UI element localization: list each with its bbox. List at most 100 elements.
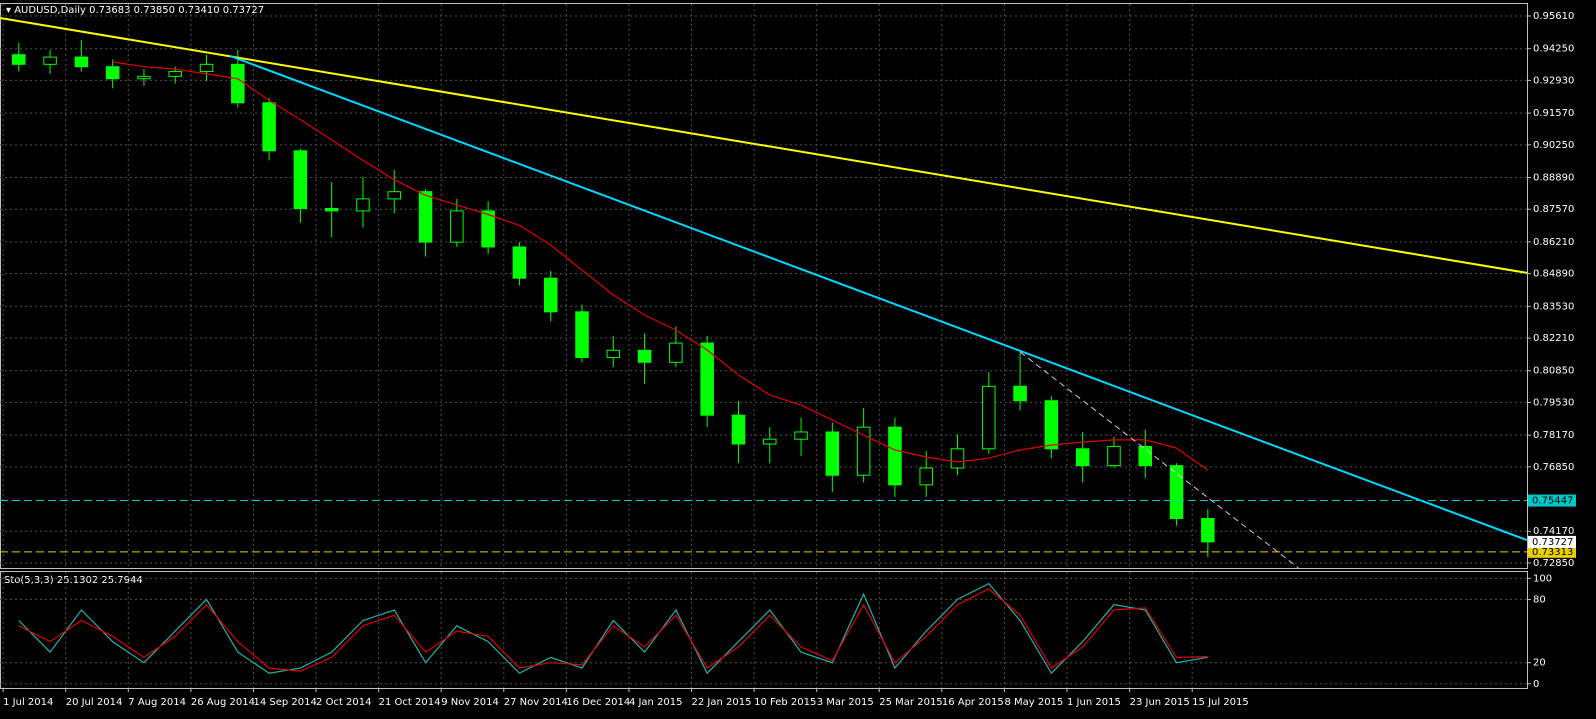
level-label: 0.73313 — [1532, 547, 1573, 558]
trend-line — [229, 54, 1528, 542]
candle-body — [418, 191, 433, 243]
candle-body — [43, 56, 57, 65]
x-tick-label: 14 Sep 2014 — [253, 697, 316, 708]
y-tick-label: 0.87570 — [1533, 204, 1574, 215]
y-tick-label: 0.94250 — [1533, 44, 1574, 55]
candle-body — [856, 426, 871, 476]
y-tick-label: 80 — [1533, 594, 1546, 605]
candle-body — [1044, 400, 1059, 450]
trend-line — [0, 16, 1528, 274]
candle-body — [763, 438, 777, 445]
x-tick-label: 26 Aug 2014 — [191, 697, 255, 708]
y-tick-label: 0.80850 — [1533, 366, 1574, 377]
candle-body — [512, 246, 527, 279]
main-frame — [0, 3, 1528, 569]
candle-body — [387, 191, 402, 200]
price-box — [1528, 535, 1576, 548]
y-tick-label: 0.76850 — [1533, 462, 1574, 473]
x-tick-label: 7 Aug 2014 — [128, 697, 186, 708]
candle-body — [199, 63, 214, 73]
candle-body — [543, 277, 558, 313]
x-tick-label: 4 Jan 2015 — [629, 697, 683, 708]
candle-body — [1013, 385, 1027, 402]
y-tick-label: 0.86210 — [1533, 237, 1574, 248]
stoch-main: 25.1302 — [57, 575, 98, 586]
ohlc: 0.73850 — [134, 5, 175, 16]
y-tick-label: 0.83530 — [1533, 301, 1574, 312]
x-tick-label: 1 Jun 2015 — [1067, 697, 1121, 708]
indicator-line — [112, 61, 1209, 471]
candle-body — [919, 467, 933, 486]
symbol: AUDUSD,Daily — [14, 5, 86, 16]
candle-body — [950, 448, 965, 469]
stoch-signal: 25.7944 — [101, 575, 142, 586]
price-label: 0.73727 — [1532, 537, 1573, 548]
candle-body — [606, 349, 621, 358]
candle-body — [356, 198, 370, 212]
y-tick-label: 0.91570 — [1533, 108, 1574, 119]
candle-body — [105, 66, 120, 80]
y-tick-label: 0 — [1533, 679, 1539, 690]
candle-body — [825, 431, 840, 476]
candle-body — [731, 414, 746, 445]
candle-body — [700, 342, 714, 416]
candle-body — [74, 56, 89, 68]
x-tick-label: 23 Jun 2015 — [1130, 697, 1190, 708]
y-tick-label: 0.92930 — [1533, 75, 1574, 86]
candle-body — [794, 431, 808, 440]
y-tick-label: 20 — [1533, 658, 1546, 669]
candle-body — [137, 75, 151, 80]
candle-body — [481, 210, 495, 248]
x-tick-label: 20 Jul 2014 — [66, 697, 123, 708]
x-tick-label: 25 Mar 2015 — [879, 697, 942, 708]
indicator-line — [18, 588, 1208, 672]
y-tick-label: 0.88890 — [1533, 173, 1574, 184]
y-tick-label: 0.78170 — [1533, 430, 1574, 441]
x-tick-label: 2 Oct 2014 — [316, 697, 371, 708]
y-tick-label: 0.90250 — [1533, 140, 1574, 151]
x-tick-label: 22 Jan 2015 — [692, 697, 752, 708]
candle-body — [575, 311, 589, 358]
y-tick-label: 0.79530 — [1533, 397, 1574, 408]
candle-body — [669, 342, 683, 363]
x-tick-label: 21 Oct 2014 — [379, 697, 441, 708]
y-tick-label: 100 — [1533, 573, 1552, 584]
level-box — [1528, 494, 1576, 507]
y-tick-label: 0.74170 — [1533, 526, 1574, 537]
candle-body — [1169, 465, 1184, 519]
candle-body — [1138, 445, 1153, 467]
y-tick-label: 0.84890 — [1533, 269, 1574, 280]
candle-body — [1201, 517, 1215, 543]
candle-body — [450, 210, 464, 243]
y-tick-label: 0.95610 — [1533, 11, 1574, 22]
candle-body — [293, 150, 308, 210]
candle-body — [1107, 445, 1121, 467]
x-tick-label: 1 Jul 2014 — [3, 697, 53, 708]
x-tick-label: 9 Nov 2014 — [441, 697, 499, 708]
candle-body — [888, 426, 902, 486]
level-box — [1528, 545, 1576, 558]
x-tick-label: 16 Apr 2015 — [942, 697, 1004, 708]
ohlc: 0.73683 — [89, 5, 130, 16]
x-tick-label: 15 Jul 2015 — [1192, 697, 1249, 708]
candle-body — [168, 71, 182, 77]
candle-body — [324, 208, 339, 212]
candle-body — [262, 102, 276, 152]
candle-body — [982, 385, 996, 450]
candle-body — [231, 63, 245, 104]
candle-body — [1075, 448, 1090, 467]
candle-body — [12, 54, 26, 65]
x-tick-label: 8 May 2015 — [1004, 697, 1063, 708]
y-tick-label: 0.72850 — [1533, 558, 1574, 569]
x-tick-label: 16 Dec 2014 — [566, 697, 630, 708]
x-tick-label: 3 Mar 2015 — [817, 697, 874, 708]
trend-line — [1019, 351, 1299, 569]
y-tick-label: 0.82210 — [1533, 333, 1574, 344]
ohlc: 0.73727 — [223, 5, 264, 16]
stoch-title: Sto(5,3,3) — [4, 575, 54, 586]
header: ▾ AUDUSD,Daily 0.73683 0.73850 0.73410 0… — [6, 5, 264, 16]
ohlc: 0.73410 — [178, 5, 219, 16]
stoch-header: Sto(5,3,3) 25.1302 25.7944 — [4, 575, 143, 586]
